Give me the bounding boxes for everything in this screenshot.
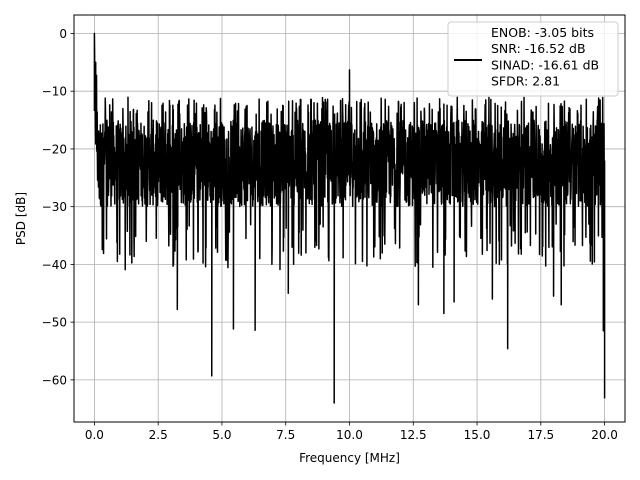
y-tick-label: −60 <box>42 373 67 387</box>
x-tick-label: 12.5 <box>400 428 427 442</box>
x-tick-label: 17.5 <box>527 428 554 442</box>
x-tick-label: 15.0 <box>464 428 491 442</box>
x-tick-label: 7.5 <box>276 428 295 442</box>
y-axis-label: PSD [dB] <box>14 192 28 245</box>
x-tick-label: 2.5 <box>149 428 168 442</box>
y-axis-ticks: 0 −10 −20 −30 −40 −50 −60 <box>42 27 74 387</box>
y-tick-label: −40 <box>42 258 67 272</box>
legend-entry: ENOB: -3.05 bits <box>491 25 594 40</box>
legend-entry: SINAD: -16.61 dB <box>491 57 599 72</box>
legend-entry: SFDR: 2.81 <box>491 74 560 89</box>
y-tick-label: 0 <box>59 27 67 41</box>
psd-trace <box>93 32 606 404</box>
y-tick-label: −50 <box>42 316 67 330</box>
x-axis-label: Frequency [MHz] <box>299 451 400 465</box>
x-axis-ticks: 0.0 2.5 5.0 7.5 10.0 12.5 15.0 17.5 20.0 <box>85 422 618 442</box>
x-tick-label: 0.0 <box>85 428 104 442</box>
x-tick-label: 20.0 <box>591 428 618 442</box>
y-tick-label: −10 <box>42 85 67 99</box>
y-tick-label: −20 <box>42 142 67 156</box>
legend-box <box>447 21 619 97</box>
legend-entry: SNR: -16.52 dB <box>491 41 586 56</box>
x-tick-label: 5.0 <box>212 428 231 442</box>
y-tick-label: −30 <box>42 200 67 214</box>
psd-series-line <box>93 32 606 404</box>
x-tick-label: 10.0 <box>336 428 363 442</box>
